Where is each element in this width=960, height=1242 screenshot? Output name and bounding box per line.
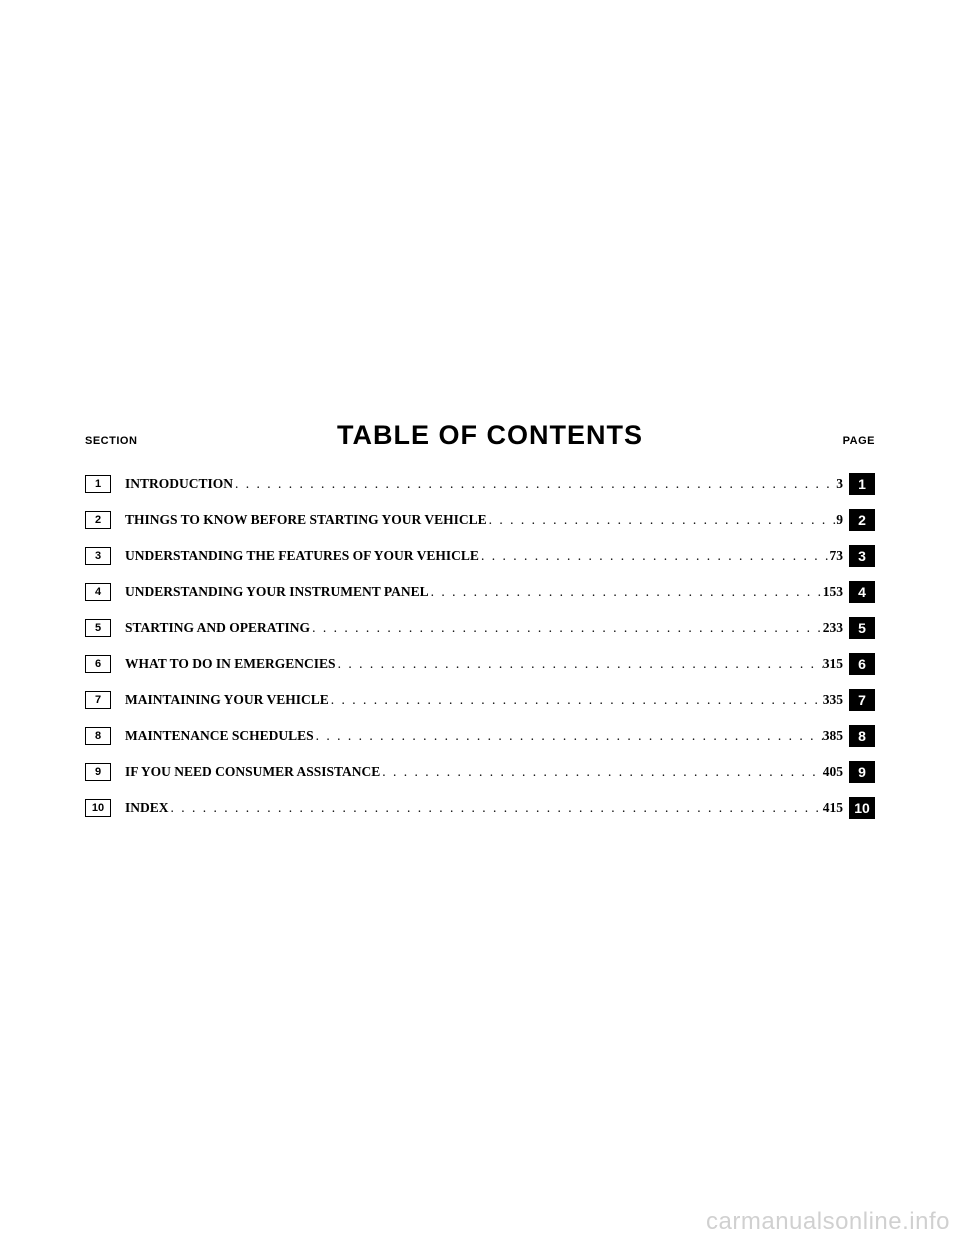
toc-entry-title: WHAT TO DO IN EMERGENCIES [125,656,336,672]
section-number-box: 9 [85,763,111,781]
toc-row: 6WHAT TO DO IN EMERGENCIES . . . . . . .… [85,653,875,675]
section-number-box: 1 [85,475,111,493]
toc-entry-title: MAINTAINING YOUR VEHICLE [125,692,329,708]
section-tab: 6 [849,653,875,675]
section-tab: 5 [849,617,875,639]
toc-leader-dots: . . . . . . . . . . . . . . . . . . . . … [479,548,830,564]
section-number-box: 3 [85,547,111,565]
toc-leader-dots: . . . . . . . . . . . . . . . . . . . . … [429,584,823,600]
section-tab: 2 [849,509,875,531]
toc-entry: MAINTAINING YOUR VEHICLE . . . . . . . .… [125,692,849,708]
toc-entry: STARTING AND OPERATING . . . . . . . . .… [125,620,849,636]
toc-row: 10INDEX . . . . . . . . . . . . . . . . … [85,797,875,819]
toc-row: 5STARTING AND OPERATING . . . . . . . . … [85,617,875,639]
toc-entry-title: UNDERSTANDING YOUR INSTRUMENT PANEL [125,584,429,600]
section-tab: 7 [849,689,875,711]
toc-entry-title: INTRODUCTION [125,476,233,492]
toc-row: 2 THINGS TO KNOW BEFORE STARTING YOUR VEH… [85,509,875,531]
section-column-label: SECTION [85,435,137,447]
toc-entry: INDEX . . . . . . . . . . . . . . . . . … [125,800,849,816]
toc-leader-dots: . . . . . . . . . . . . . . . . . . . . … [329,692,823,708]
toc-entry-page: 335 [823,692,849,708]
section-number-box: 7 [85,691,111,709]
toc-leader-dots: . . . . . . . . . . . . . . . . . . . . … [336,656,823,672]
toc-entry: UNDERSTANDING THE FEATURES OF YOUR VEHIC… [125,548,849,564]
toc-entry-page: 415 [823,800,849,816]
toc-page: SECTION TABLE OF CONTENTS PAGE 1INTRODUC… [85,420,875,819]
section-number-box: 8 [85,727,111,745]
section-number-box: 10 [85,799,111,817]
toc-entry-title: STARTING AND OPERATING [125,620,310,636]
toc-leader-dots: . . . . . . . . . . . . . . . . . . . . … [169,800,823,816]
toc-entry-page: 405 [823,764,849,780]
toc-entry-page: 3 [836,476,849,492]
toc-row: 8MAINTENANCE SCHEDULES . . . . . . . . .… [85,725,875,747]
toc-row: 3 UNDERSTANDING THE FEATURES OF YOUR VEHI… [85,545,875,567]
watermark: carmanualsonline.info [706,1208,950,1236]
toc-row: 9IF YOU NEED CONSUMER ASSISTANCE . . . .… [85,761,875,783]
section-tab: 1 [849,473,875,495]
toc-entry-title: INDEX [125,800,169,816]
section-number-box: 5 [85,619,111,637]
toc-entry-page: 315 [823,656,849,672]
section-tab: 8 [849,725,875,747]
toc-entry-title: THINGS TO KNOW BEFORE STARTING YOUR VEHI… [125,512,487,528]
toc-entry: INTRODUCTION . . . . . . . . . . . . . .… [125,476,849,492]
toc-entry-page: 385 [823,728,849,744]
toc-entry-page: 233 [823,620,849,636]
toc-row: 4UNDERSTANDING YOUR INSTRUMENT PANEL . .… [85,581,875,603]
section-tab: 10 [849,797,875,819]
page-column-label: PAGE [843,435,875,447]
section-tab: 9 [849,761,875,783]
toc-row: 1INTRODUCTION . . . . . . . . . . . . . … [85,473,875,495]
toc-entry: WHAT TO DO IN EMERGENCIES . . . . . . . … [125,656,849,672]
toc-entry-page: 153 [823,584,849,600]
toc-row: 7MAINTAINING YOUR VEHICLE . . . . . . . … [85,689,875,711]
page-title: TABLE OF CONTENTS [337,420,643,451]
toc-entry-title: IF YOU NEED CONSUMER ASSISTANCE [125,764,380,780]
toc-list: 1INTRODUCTION . . . . . . . . . . . . . … [85,473,875,819]
toc-entry-title: MAINTENANCE SCHEDULES [125,728,314,744]
toc-entry-title: UNDERSTANDING THE FEATURES OF YOUR VEHIC… [125,548,479,564]
section-number-box: 6 [85,655,111,673]
toc-entry: UNDERSTANDING YOUR INSTRUMENT PANEL . . … [125,584,849,600]
toc-header: SECTION TABLE OF CONTENTS PAGE [85,420,875,451]
toc-entry: IF YOU NEED CONSUMER ASSISTANCE . . . . … [125,764,849,780]
toc-leader-dots: . . . . . . . . . . . . . . . . . . . . … [310,620,823,636]
section-number-box: 4 [85,583,111,601]
toc-entry-page: 73 [830,548,850,564]
toc-leader-dots: . . . . . . . . . . . . . . . . . . . . … [487,512,837,528]
toc-leader-dots: . . . . . . . . . . . . . . . . . . . . … [233,476,836,492]
toc-leader-dots: . . . . . . . . . . . . . . . . . . . . … [380,764,822,780]
section-number-box: 2 [85,511,111,529]
section-tab: 3 [849,545,875,567]
toc-entry-page: 9 [836,512,849,528]
section-tab: 4 [849,581,875,603]
toc-entry: MAINTENANCE SCHEDULES . . . . . . . . . … [125,728,849,744]
toc-leader-dots: . . . . . . . . . . . . . . . . . . . . … [314,728,823,744]
toc-entry: THINGS TO KNOW BEFORE STARTING YOUR VEHI… [125,512,849,528]
